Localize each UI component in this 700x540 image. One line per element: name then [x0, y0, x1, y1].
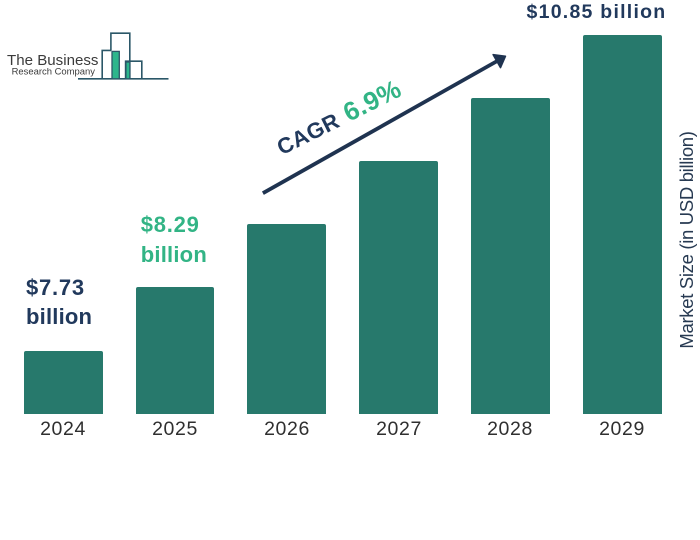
svg-text:The Business: The Business	[7, 52, 98, 69]
svg-text:Research Company: Research Company	[12, 66, 96, 77]
